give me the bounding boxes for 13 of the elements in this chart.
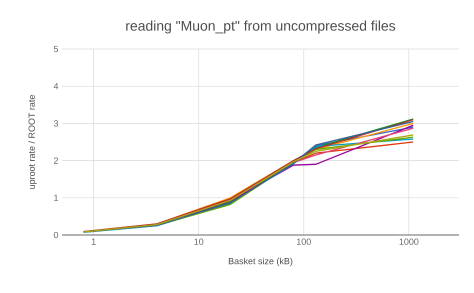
y-tick-label: 0 <box>54 232 58 238</box>
y-tick-label: 4 <box>54 83 58 90</box>
y-axis-title: uproot rate / ROOT rate <box>28 95 37 189</box>
x-tick-label: 10 <box>194 238 204 245</box>
x-tick-label: 100 <box>296 238 311 245</box>
x-axis-title: Basket size (kB) <box>228 258 292 266</box>
y-tick-label: 5 <box>54 46 58 52</box>
x-tick-label: 1 <box>92 238 96 245</box>
y-tick-label: 2 <box>54 157 58 164</box>
chart-title: reading "Muon_pt" from uncompressed files <box>126 20 396 34</box>
x-tick-label: 1000 <box>400 238 418 245</box>
y-tick-label: 1 <box>54 194 58 201</box>
y-tick-label: 3 <box>54 120 58 127</box>
